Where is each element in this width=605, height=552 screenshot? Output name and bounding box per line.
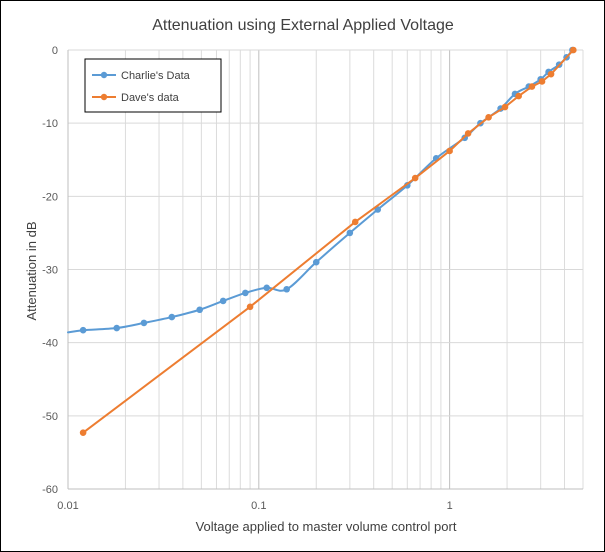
y-tick-label: -40 (42, 338, 58, 350)
y-tick-label: 0 (52, 45, 58, 57)
data-point (570, 46, 577, 54)
data-point (464, 130, 472, 137)
data-point (312, 258, 320, 266)
series-1 (79, 46, 577, 436)
data-point (538, 78, 546, 85)
data-point (501, 103, 509, 111)
y-tick-label: -30 (42, 265, 58, 277)
data-point (283, 285, 290, 293)
axis-layer: 0.01 0.1 1 0 -10 -20 -30 -40 -50 -60 (42, 45, 583, 512)
data-point (515, 92, 522, 100)
data-point (196, 306, 203, 314)
legend-marker-dave (100, 93, 108, 101)
y-tick-label: -10 (42, 118, 58, 130)
data-point (140, 319, 148, 327)
x-tick-label: 0.01 (57, 500, 78, 512)
data-point (219, 297, 227, 305)
data-point (242, 289, 249, 297)
data-point (263, 284, 271, 292)
data-point (79, 429, 87, 436)
series-layer (67, 46, 577, 436)
data-point (446, 147, 453, 155)
data-point (346, 229, 354, 237)
y-tick-label: -60 (42, 484, 58, 496)
data-point (79, 326, 87, 334)
y-tick-label: -20 (42, 191, 58, 203)
y-tick-label: -50 (42, 411, 58, 423)
data-point (528, 83, 536, 90)
data-point (547, 70, 555, 78)
legend-box (84, 58, 222, 113)
data-point (246, 303, 254, 311)
y-axis-title: Attenuation in dB (24, 221, 39, 320)
x-tick-label: 0.1 (251, 500, 266, 512)
data-point (351, 218, 359, 226)
data-point (168, 313, 176, 321)
data-point (411, 174, 419, 182)
legend: Charlie's Data Dave's data (84, 58, 222, 113)
grid-layer (67, 49, 584, 490)
x-axis-title: Voltage applied to master volume control… (196, 519, 457, 534)
legend-marker-charlie (100, 71, 108, 79)
data-point (113, 324, 121, 332)
chart-title: Attenuation using External Applied Volta… (152, 17, 454, 34)
x-tick-label: 1 (447, 500, 453, 512)
legend-label-dave: Dave's data (121, 92, 180, 104)
data-point (485, 114, 492, 121)
legend-label-charlie: Charlie's Data (121, 70, 191, 82)
